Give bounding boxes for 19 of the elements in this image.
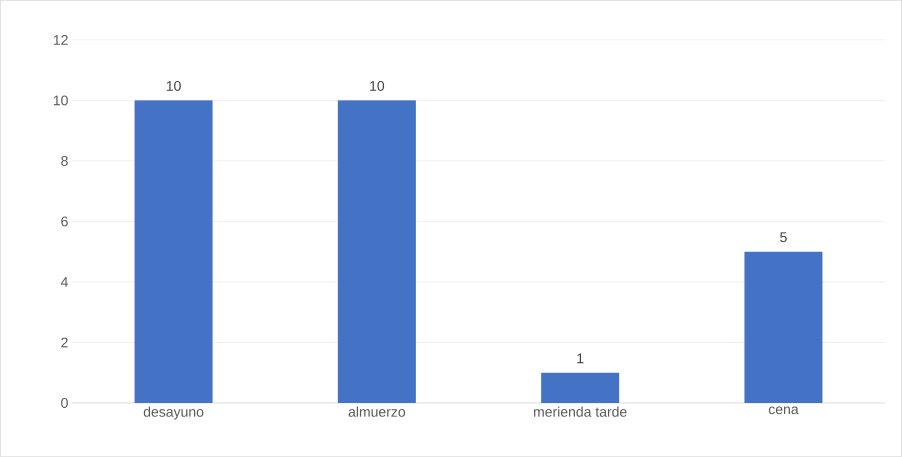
x-tick-label: merienda tarde [534, 406, 627, 417]
y-tick-label: 4 [60, 277, 68, 287]
data-label: 10 [166, 81, 181, 91]
x-tick-label: cena [768, 406, 799, 414]
x-tick-label: almuerzo [348, 406, 406, 417]
bar [134, 100, 213, 404]
bar [744, 252, 822, 404]
bar [541, 372, 620, 404]
data-label: 1 [577, 354, 584, 364]
y-tick-label: 6 [61, 216, 68, 226]
y-tick-label: 8 [61, 156, 68, 166]
y-tick-label: 2 [61, 338, 68, 348]
bar [338, 100, 416, 404]
x-tick-label: desayuno [144, 406, 204, 420]
y-tick-label: 0 [61, 398, 68, 408]
y-tick-label: 10 [54, 95, 68, 106]
data-label: 10 [370, 81, 384, 91]
y-tick-label: 12 [54, 35, 68, 45]
data-label: 5 [780, 232, 787, 242]
